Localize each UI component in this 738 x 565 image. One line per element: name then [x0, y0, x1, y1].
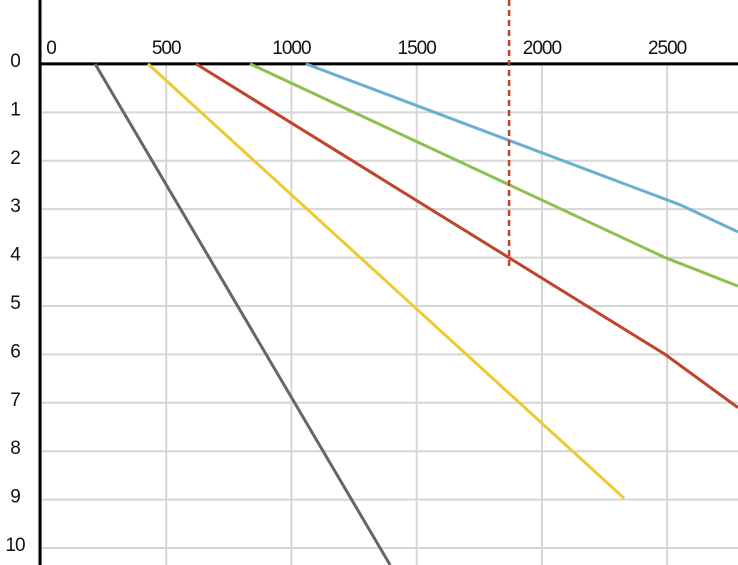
x-tick-label: 1000: [272, 38, 311, 59]
y-tick-label: 8: [10, 438, 20, 459]
x-tick-label: 1500: [398, 38, 437, 59]
y-tick-label: 10: [5, 535, 25, 556]
y-tick-label: 5: [10, 293, 20, 314]
series-line: [249, 62, 738, 288]
x-tick-label: 2500: [648, 38, 687, 59]
x-tick-label: 500: [152, 38, 181, 59]
series-line: [93, 63, 392, 565]
y-tick-label: 9: [10, 487, 20, 508]
y-tick-label: 7: [10, 390, 20, 411]
y-tick-label: 2: [10, 148, 20, 169]
y-tick-label: 1: [10, 99, 20, 120]
series-line: [146, 62, 626, 500]
y-tick-label: 3: [10, 196, 20, 217]
x-tick-label: 2000: [523, 38, 562, 59]
series-line: [195, 62, 738, 409]
y-tick-label: 4: [10, 245, 21, 266]
x-tick-label: 0: [46, 38, 56, 59]
y-tick-label: 0: [10, 51, 20, 72]
series-line: [305, 62, 738, 234]
y-tick-label: 6: [10, 341, 20, 362]
